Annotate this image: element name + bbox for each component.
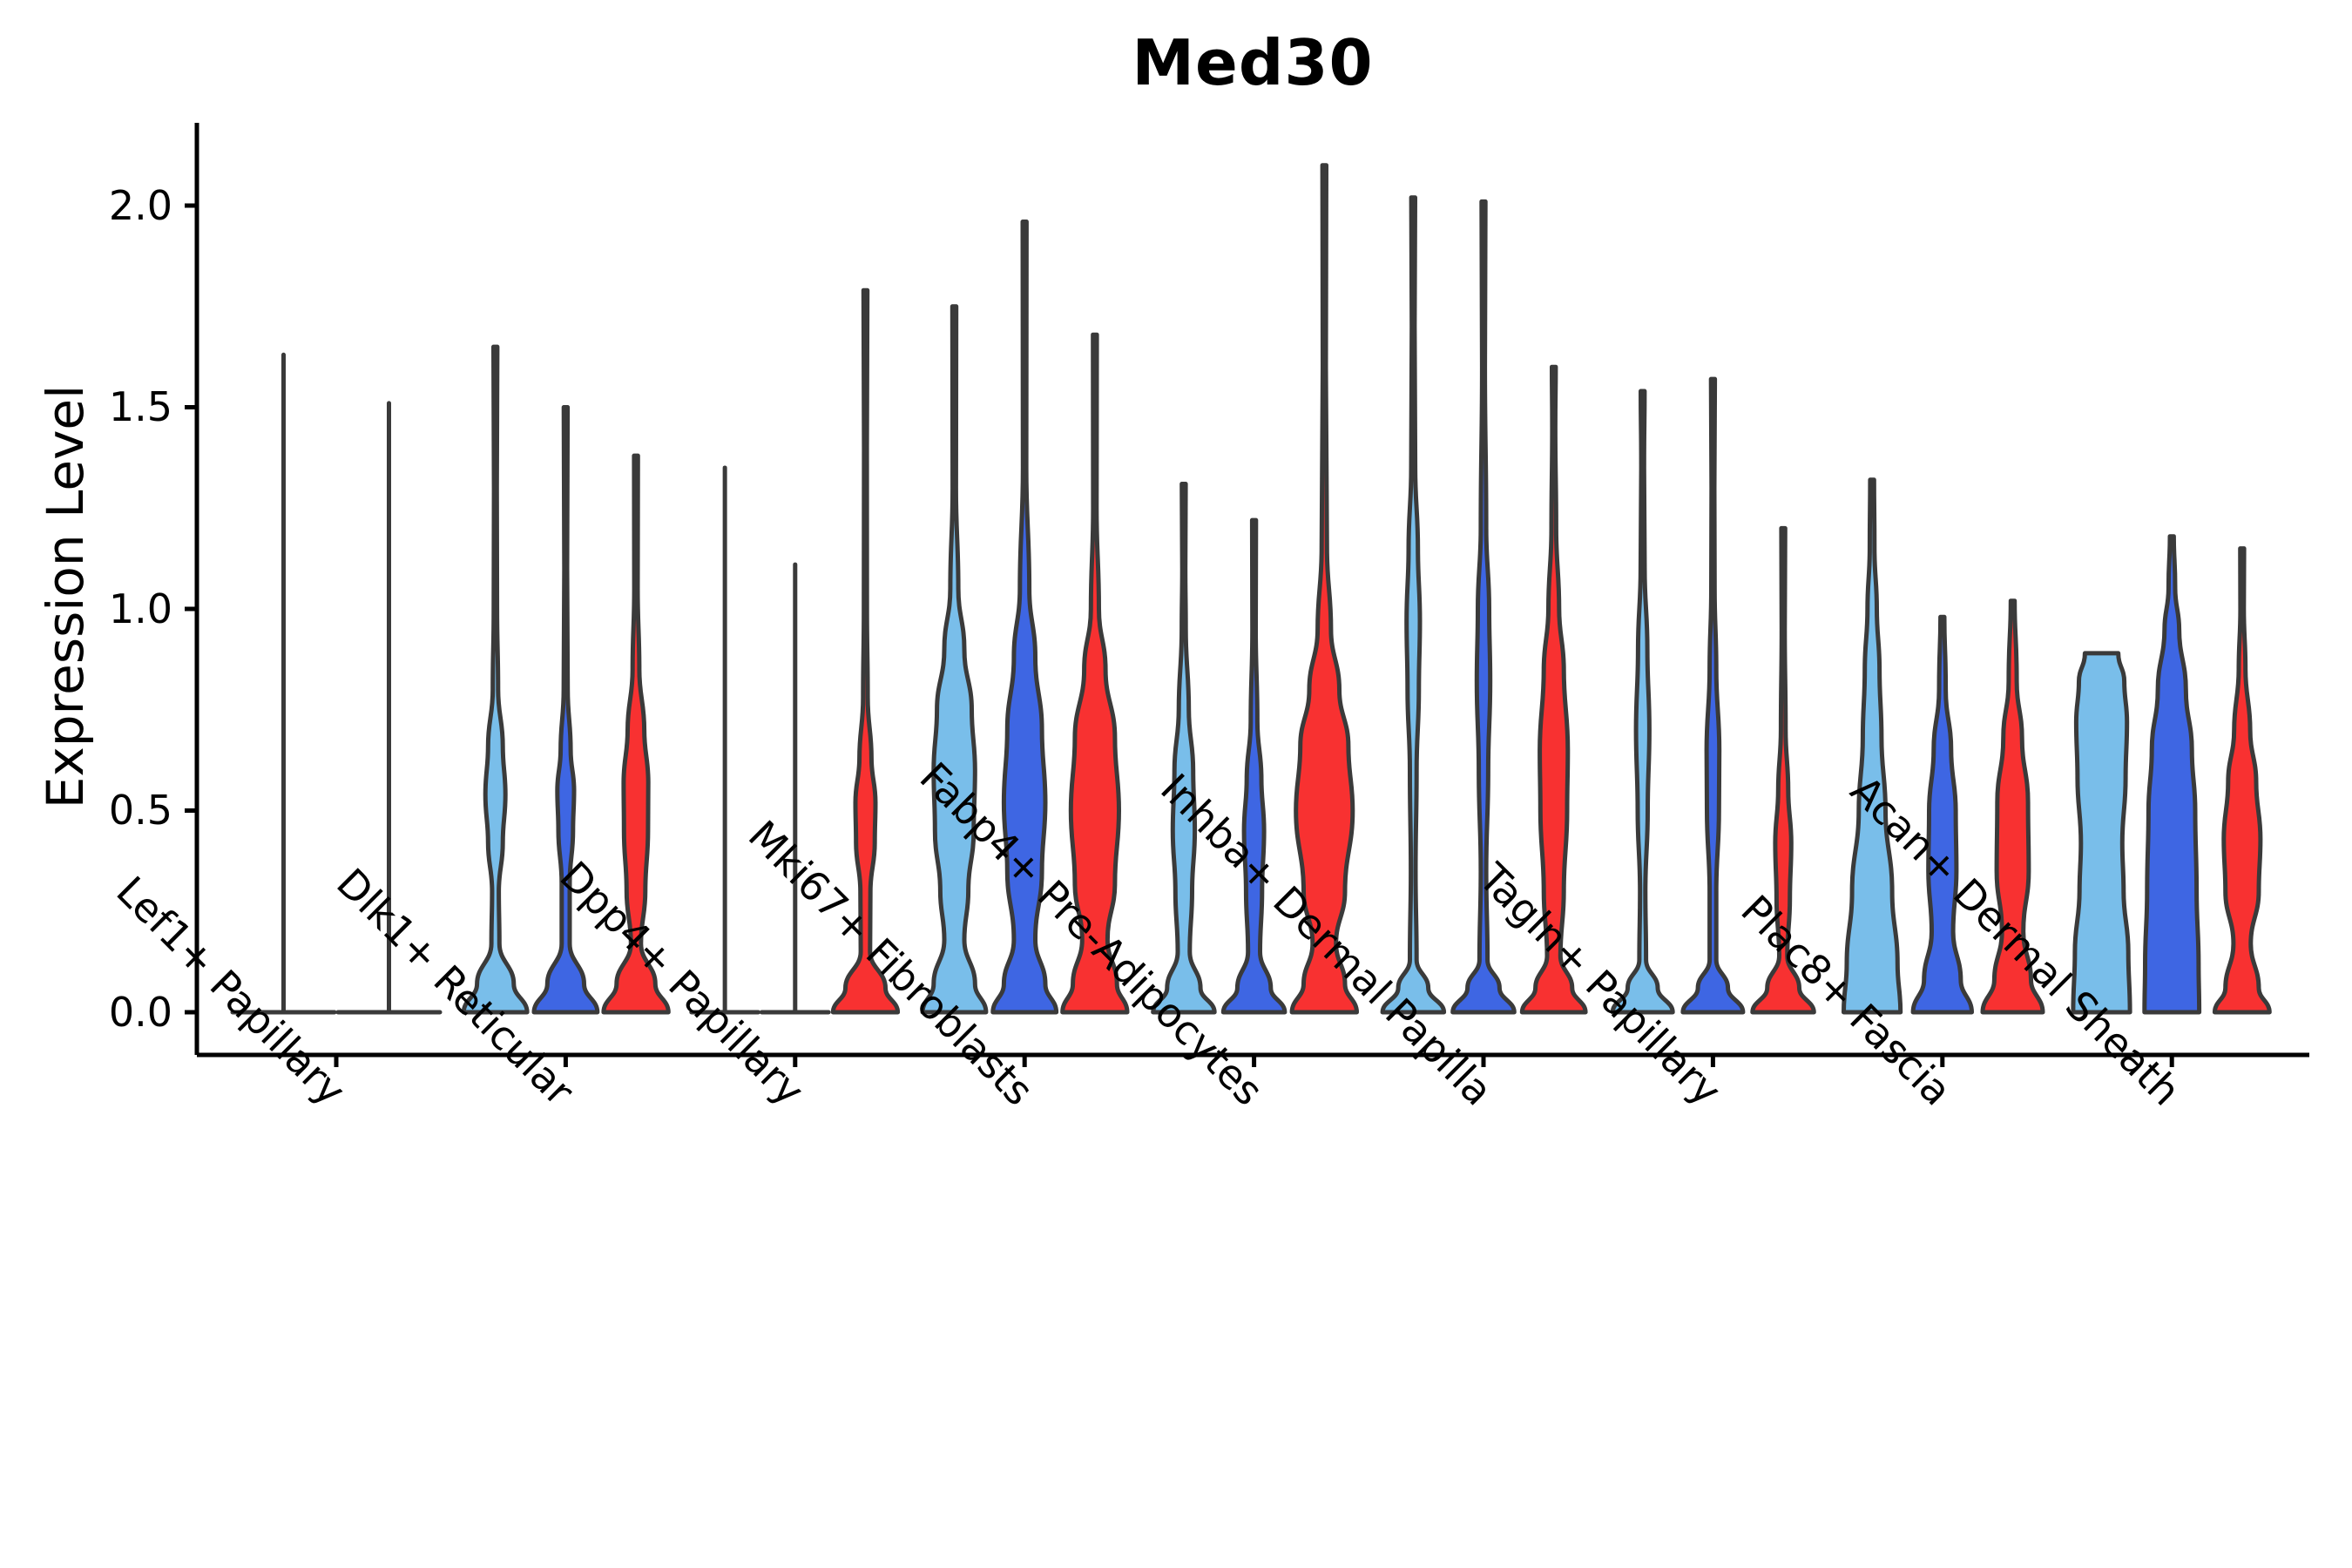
- violin-1-2-red: [601, 453, 671, 1015]
- violin-3-0-skyblue: [920, 304, 989, 1015]
- violin-1-0-skyblue: [461, 344, 530, 1015]
- violin-2-2-red: [830, 287, 901, 1015]
- violin-5-0-skyblue: [1380, 195, 1447, 1015]
- y-tick-label-2.0: 2.0: [108, 182, 172, 229]
- violin-4-2-red: [1289, 163, 1359, 1015]
- violin-8-2-red: [2212, 546, 2272, 1015]
- violin-5-2-red: [1519, 364, 1588, 1015]
- chart-title: Med30: [1132, 26, 1374, 99]
- y-axis-label: Expression Level: [36, 384, 95, 809]
- y-tick-label-1.5: 1.5: [108, 383, 172, 430]
- violin-7-1-blue: [1910, 614, 1974, 1015]
- axes: [185, 123, 2309, 1067]
- violin-2-1-flat: [759, 562, 831, 1015]
- violin-0-1-flat: [335, 401, 443, 1015]
- violin-2-0-flat: [689, 465, 760, 1015]
- y-tick-label-0.5: 0.5: [108, 787, 172, 834]
- violin-0-0-flat: [230, 352, 337, 1015]
- violin-7-0-skyblue: [1842, 477, 1903, 1015]
- violin-7-2-red: [1980, 598, 2045, 1015]
- violin-8-0-skyblue: [2071, 651, 2132, 1015]
- violin-6-2-red: [1750, 525, 1816, 1015]
- y-tick-label-0: 0.0: [108, 989, 172, 1036]
- violin-6-1-blue: [1680, 376, 1746, 1015]
- violin-8-1-blue: [2142, 534, 2202, 1015]
- violin-5-1-blue: [1450, 199, 1517, 1015]
- violin-4-1-blue: [1220, 517, 1288, 1015]
- violin-shapes: [230, 163, 2272, 1015]
- violin-3-1-blue: [990, 220, 1059, 1015]
- violin-4-0-skyblue: [1151, 482, 1217, 1015]
- violin-1-1-blue: [531, 405, 600, 1015]
- y-tick-label-1.0: 1.0: [108, 585, 172, 632]
- violin-6-0-skyblue: [1610, 389, 1675, 1015]
- violin-3-2-red: [1060, 332, 1130, 1015]
